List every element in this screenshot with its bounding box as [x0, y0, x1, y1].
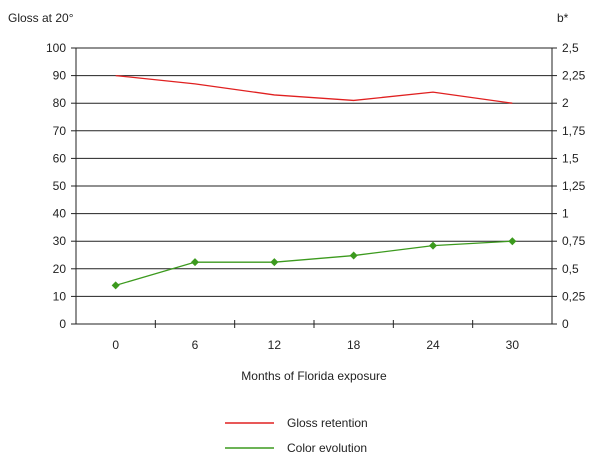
right-tick-label: 1,75 [562, 124, 586, 138]
left-tick-label: 100 [46, 41, 66, 55]
right-tick-label: 2 [562, 96, 569, 110]
data-point [191, 258, 199, 267]
data-point [349, 251, 358, 260]
series-line [115, 74, 513, 104]
x-tick-label: 0 [112, 338, 119, 352]
gridlines [71, 47, 557, 325]
x-axis-title: Months of Florida exposure [241, 369, 387, 383]
right-axis-title: b* [557, 11, 569, 25]
x-tick-label: 6 [192, 338, 199, 352]
legend-label: Gloss retention [287, 416, 368, 430]
right-tick-label: 0,5 [562, 262, 579, 276]
right-tick-label: 1 [562, 207, 569, 221]
right-tick-labels: 0 0,25 0,5 0,75 1 1,25 1,5 1,75 2 2,25 2,5 [562, 41, 586, 331]
right-tick-label: 1,25 [562, 179, 586, 193]
data-point [429, 241, 437, 250]
left-tick-label: 10 [53, 289, 67, 303]
left-tick-label: 20 [53, 262, 67, 276]
left-tick-label: 80 [53, 96, 67, 110]
left-tick-label: 90 [53, 69, 67, 83]
x-tick-label: 24 [426, 338, 440, 352]
right-tick-label: 0,25 [562, 289, 586, 303]
data-point [111, 281, 120, 290]
right-tick-label: 0,75 [562, 234, 586, 248]
right-tick-label: 2,5 [562, 41, 579, 55]
right-tick-label: 1,5 [562, 151, 579, 165]
data-point [270, 258, 279, 267]
left-tick-label: 40 [53, 207, 67, 221]
left-tick-label: 30 [53, 234, 67, 248]
series-line [115, 240, 513, 286]
legend-label: Color evolution [287, 441, 367, 455]
x-tick-label: 18 [347, 338, 361, 352]
left-tick-label: 0 [59, 317, 66, 331]
data-point [508, 237, 517, 246]
left-tick-label: 70 [53, 124, 67, 138]
right-tick-label: 2,25 [562, 69, 586, 83]
right-tick-label: 0 [562, 317, 569, 331]
left-tick-label: 60 [53, 151, 67, 165]
left-axis-title: Gloss at 20° [8, 11, 74, 25]
x-tick-label: 12 [268, 338, 282, 352]
series-group [111, 74, 517, 290]
left-tick-labels: 0 10 20 30 40 50 60 70 80 90 100 [46, 41, 66, 331]
left-tick-label: 50 [53, 179, 67, 193]
legend: Gloss retention Color evolution [225, 416, 368, 455]
x-tick-label: 30 [506, 338, 520, 352]
x-tick-labels: 0 6 12 18 24 30 [112, 320, 519, 352]
